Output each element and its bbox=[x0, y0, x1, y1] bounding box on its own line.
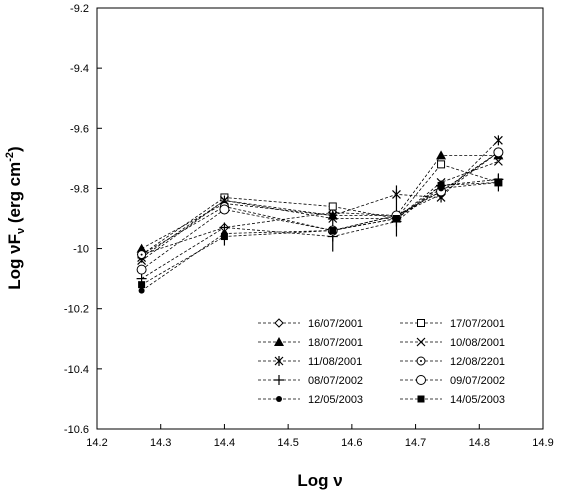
y-axis-ticks: -9.2 -9.4 -9.6 -9.8 -10 -10.2 -10.4 -10.6 bbox=[64, 3, 102, 436]
series-line bbox=[141, 154, 499, 249]
legend-marker bbox=[416, 375, 426, 385]
data-point bbox=[138, 281, 146, 289]
data-point bbox=[437, 160, 446, 169]
legend-marker bbox=[274, 356, 284, 366]
legend-label: 12/05/2003 bbox=[308, 394, 363, 406]
data-point bbox=[493, 156, 503, 166]
x-tick-label: 14.4 bbox=[214, 437, 235, 449]
y-tick-label: -9.6 bbox=[70, 123, 89, 135]
y-tick-label: -9.4 bbox=[70, 63, 89, 75]
data-point bbox=[494, 178, 502, 186]
legend-label: 12/08/2201 bbox=[450, 356, 505, 368]
y-axis-title-sup: -2 bbox=[4, 152, 16, 162]
data-point-dot bbox=[140, 253, 143, 256]
data-point bbox=[493, 147, 504, 158]
y-tick-label: -10.4 bbox=[64, 364, 89, 376]
data-point bbox=[136, 264, 147, 275]
series-line bbox=[141, 182, 499, 292]
y-axis-title: Log νFν (erg cm-2) bbox=[4, 146, 27, 289]
legend-marker bbox=[274, 337, 284, 346]
series-line bbox=[141, 161, 499, 261]
data-point bbox=[138, 287, 145, 294]
legend-marker bbox=[274, 375, 284, 385]
legend-label: 08/07/2002 bbox=[308, 375, 363, 387]
y-axis-title-close: ) bbox=[5, 146, 24, 152]
x-tick-label: 14.6 bbox=[341, 437, 362, 449]
y-tick-label: -10.2 bbox=[64, 304, 89, 316]
x-axis-title: Log ν bbox=[297, 471, 342, 490]
data-point bbox=[136, 243, 147, 253]
y-tick-label: -9.2 bbox=[70, 3, 89, 15]
legend-marker bbox=[417, 319, 425, 327]
x-axis-ticks: 14.2 14.3 14.4 14.5 14.6 14.7 14.8 14.9 bbox=[86, 424, 554, 449]
data-point bbox=[493, 135, 503, 146]
legend-label: 17/07/2001 bbox=[450, 318, 505, 330]
x-tick-label: 14.5 bbox=[277, 437, 298, 449]
legend-label: 09/07/2002 bbox=[450, 375, 505, 387]
series-line bbox=[141, 179, 499, 279]
legend-marker bbox=[417, 395, 425, 403]
data-point bbox=[328, 210, 338, 221]
data-point bbox=[392, 189, 401, 200]
error-bars bbox=[223, 173, 499, 252]
series-line bbox=[141, 182, 499, 286]
legend-label: 18/07/2001 bbox=[308, 337, 363, 349]
x-tick-label: 14.7 bbox=[405, 437, 426, 449]
series-line bbox=[141, 163, 499, 255]
legend-label: 16/07/2001 bbox=[308, 318, 363, 330]
series-line bbox=[141, 151, 499, 270]
plot-frame bbox=[96, 7, 544, 430]
data-point bbox=[328, 202, 337, 211]
x-tick-label: 14.2 bbox=[86, 437, 107, 449]
series-markers bbox=[136, 135, 504, 294]
legend-marker bbox=[416, 337, 426, 347]
y-tick-label: -10.6 bbox=[64, 424, 89, 436]
data-point bbox=[436, 150, 447, 160]
x-tick-label: 14.9 bbox=[532, 437, 553, 449]
y-axis-title-sub: ν bbox=[15, 228, 27, 234]
y-tick-label: -9.8 bbox=[70, 183, 89, 195]
x-tick-label: 14.8 bbox=[469, 437, 490, 449]
data-point bbox=[329, 227, 337, 235]
data-point bbox=[392, 215, 400, 222]
legend-marker bbox=[276, 396, 282, 402]
legend-label: 11/08/2001 bbox=[308, 356, 362, 368]
legend-marker bbox=[274, 318, 284, 328]
legend-label: 10/08/2001 bbox=[450, 337, 505, 349]
x-tick-label: 14.3 bbox=[150, 437, 171, 449]
legend-marker-dot bbox=[420, 360, 422, 362]
y-tick-label: -10 bbox=[73, 244, 89, 256]
data-point bbox=[437, 181, 445, 189]
series-line bbox=[141, 140, 499, 258]
y-axis-title-main: Log νF bbox=[5, 234, 24, 290]
series-lines bbox=[141, 140, 499, 292]
legend: 16/07/2001 17/07/2001 18/07/2001 10/08/2001… bbox=[258, 318, 505, 406]
legend-label: 14/05/2003 bbox=[450, 394, 505, 406]
data-point bbox=[220, 233, 228, 241]
y-axis-title-unit: (erg cm bbox=[5, 162, 24, 228]
data-point bbox=[219, 204, 230, 215]
